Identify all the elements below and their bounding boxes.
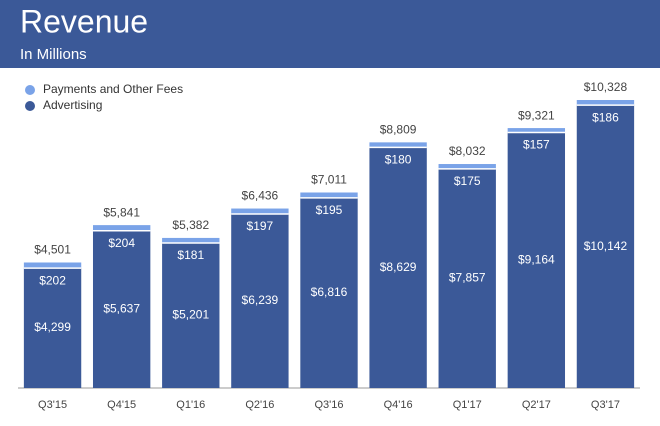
total-label: $6,436	[242, 189, 279, 203]
x-tick-label: Q1'16	[176, 399, 205, 411]
legend-label: Advertising	[43, 98, 102, 112]
total-label: $7,011	[311, 173, 347, 187]
bar-advertising	[438, 168, 496, 388]
x-tick-label: Q1'17	[453, 399, 482, 411]
total-label: $9,321	[518, 108, 555, 122]
value-label: $175	[454, 174, 481, 188]
legend-label: Payments and Other Fees	[43, 82, 183, 96]
bar-advertising	[23, 268, 82, 388]
value-label: $186	[592, 110, 619, 124]
value-label: $6,239	[242, 293, 279, 307]
bar-payments	[507, 128, 566, 133]
value-label: $157	[523, 138, 550, 152]
bar-advertising	[92, 230, 151, 388]
bar-payments	[231, 208, 289, 215]
x-tick-label: Q3'16	[314, 399, 343, 411]
value-label: $202	[39, 273, 66, 287]
bar-payments	[438, 164, 496, 169]
bar-advertising	[231, 214, 289, 388]
bar-advertising	[369, 147, 427, 388]
value-label: $8,629	[380, 260, 417, 274]
total-label: $8,809	[380, 123, 417, 137]
bar-advertising	[162, 242, 220, 388]
total-label: $5,382	[172, 218, 209, 232]
value-label: $180	[385, 153, 412, 167]
bar-payments	[300, 192, 358, 198]
total-label: $5,841	[103, 205, 140, 219]
value-label: $7,857	[449, 271, 486, 285]
chart-title: Revenue	[20, 3, 148, 39]
bar-payments	[369, 142, 427, 148]
value-label: $10,142	[584, 239, 628, 253]
x-tick-label: Q3'15	[38, 399, 67, 411]
value-label: $4,299	[34, 320, 71, 334]
value-label: $204	[108, 236, 135, 250]
bar-payments	[23, 262, 82, 269]
value-label: $197	[247, 219, 274, 233]
legend-swatch	[25, 101, 35, 111]
header-band	[0, 0, 660, 68]
bar-advertising	[507, 132, 566, 388]
x-tick-label: Q3'17	[591, 399, 620, 411]
value-label: $5,201	[172, 308, 209, 322]
x-tick-label: Q2'16	[245, 399, 274, 411]
x-tick-label: Q4'15	[107, 399, 136, 411]
value-label: $9,164	[518, 252, 555, 266]
bar-payments	[92, 225, 151, 231]
total-label: $8,032	[449, 144, 486, 158]
value-label: $181	[177, 248, 204, 262]
value-label: $195	[316, 203, 343, 217]
x-tick-label: Q4'16	[384, 399, 413, 411]
bar-advertising	[576, 105, 635, 388]
bar-payments	[576, 100, 635, 106]
bar-payments	[162, 237, 220, 243]
total-label: $10,328	[584, 80, 628, 94]
total-label: $4,501	[34, 243, 71, 257]
x-tick-label: Q2'17	[522, 399, 551, 411]
bar-advertising	[300, 197, 358, 388]
value-label: $5,637	[103, 302, 140, 316]
value-label: $6,816	[311, 285, 348, 299]
chart-subtitle: In Millions	[20, 46, 87, 63]
legend-swatch	[25, 85, 35, 95]
